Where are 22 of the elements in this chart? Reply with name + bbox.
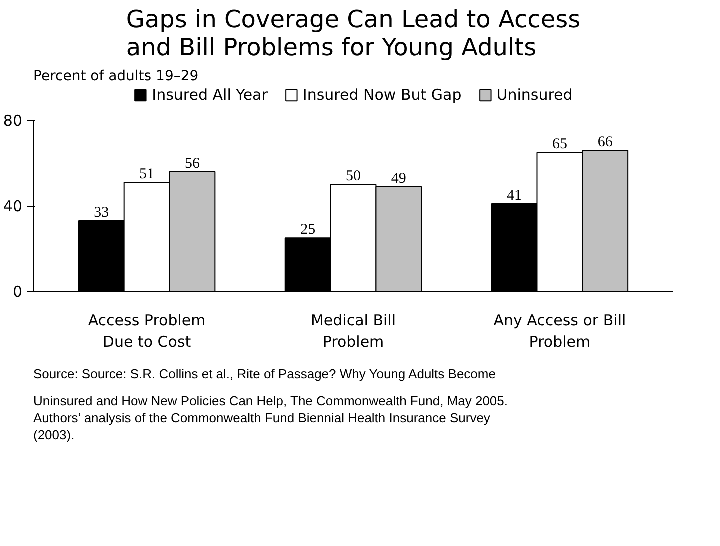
y-tick-label: 80 [3,112,23,130]
legend-label: Insured Now But Gap [302,86,462,104]
data-label: 66 [598,134,614,151]
source-note: Source: Source: S.R. Collins et al., Rite of Passage? Why Young Adults Become Uninsured and How New Policies Can Help, The Commonwealth Fund, May 2005. [34,366,508,408]
chart-title: Gaps in Coverage Can Lead to Access and Bill Problems for Young Adults [126,6,581,62]
data-label: 51 [140,166,155,183]
x-tick-label: Access Problem Due to Cost [88,312,206,352]
data-label: 49 [391,170,406,187]
x-tick-label: Any Access or Bill Problem [494,312,626,352]
data-label: 56 [184,156,200,172]
data-label: 65 [552,136,568,153]
y-tick-label: 0 [12,283,23,301]
y-axis-title: Percent of adults 19–29 [34,68,199,84]
data-label: 50 [346,168,361,185]
legend-label: Uninsured [496,86,573,104]
y-tick-label: 40 [3,198,23,216]
data-label: 33 [94,205,110,222]
legend-label: Insured All Year [152,86,268,104]
text: Authors’ analysis of the Commonwealth Fund Biennial Health Insurance Survey (2003). [34,410,491,442]
data-label: 41 [507,188,522,204]
data-label: 25 [300,222,316,238]
x-tick-label: Medical Bill Problem [310,312,396,352]
